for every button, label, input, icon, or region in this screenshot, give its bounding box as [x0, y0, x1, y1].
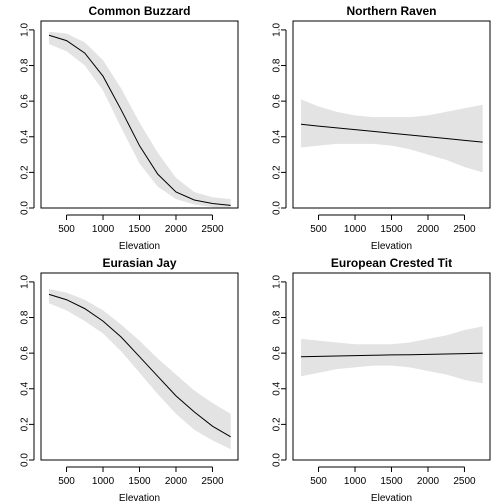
x-tick-label: 1000	[92, 476, 115, 487]
y-tick-label: 0.2	[20, 165, 31, 179]
x-tick-label: 1500	[128, 224, 151, 235]
confidence-band	[301, 99, 483, 173]
x-tick-label: 2500	[453, 224, 476, 235]
y-tick-label: 1.0	[272, 275, 283, 289]
y-tick-label: 0.4	[20, 129, 31, 143]
x-tick-label: 2000	[417, 476, 440, 487]
y-tick-label: 0.6	[20, 346, 31, 360]
y-tick-label: 0.0	[272, 453, 283, 467]
x-axis-label: Elevation	[371, 493, 412, 504]
x-tick-label: 500	[58, 224, 75, 235]
y-tick-label: 0.2	[272, 165, 283, 179]
fitted-line	[48, 34, 231, 206]
y-tick-label: 1.0	[20, 275, 31, 289]
x-tick-label: 1000	[92, 224, 115, 235]
chart-panel-0: 500 1000 1500 2000 2500 0.0 0.2 0.4 0.6 0.8 1.0 Com…	[20, 4, 239, 252]
chart-panel-2: 500 1000 1500 2000 2500 0.0 0.2 0.4 0.6 0.8 1.0 Eur…	[20, 256, 239, 504]
x-tick-label: 1500	[380, 224, 403, 235]
confidence-band	[49, 289, 231, 450]
y-tick-label: 0.4	[20, 381, 31, 395]
y-tick-label: 0.6	[272, 94, 283, 108]
y-tick-label: 0.2	[20, 417, 31, 431]
chart-title: Common Buzzard	[89, 4, 191, 18]
y-tick-label: 0.8	[272, 310, 283, 324]
chart-panel-3: 500 1000 1500 2000 2500 0.0 0.2 0.4 0.6 0.8 1.0 Eur…	[272, 256, 491, 504]
plot-frame	[40, 20, 239, 209]
confidence-band	[49, 31, 231, 208]
plot-frame	[292, 20, 491, 209]
x-tick-label: 1500	[380, 476, 403, 487]
x-tick-label: 2000	[165, 476, 188, 487]
y-tick-label: 0.0	[20, 201, 31, 215]
x-tick-label: 1500	[128, 476, 151, 487]
chart-panel-1: 500 1000 1500 2000 2500 0.0 0.2 0.4 0.6 0.8 1.0 Nor…	[272, 4, 491, 252]
y-tick-label: 0.0	[20, 453, 31, 467]
x-tick-label: 2500	[453, 476, 476, 487]
chart-title: European Crested Tit	[331, 256, 452, 270]
y-tick-label: 0.4	[272, 381, 283, 395]
chart-title: Eurasian Jay	[102, 256, 176, 270]
fitted-line	[301, 352, 483, 358]
fitted-line	[300, 123, 483, 143]
chart-title: Northern Raven	[346, 4, 436, 18]
plot-frame	[292, 272, 491, 461]
x-axis-label: Elevation	[371, 241, 412, 252]
y-tick-label: 0.4	[272, 129, 283, 143]
x-tick-label: 2500	[201, 476, 224, 487]
y-tick-label: 1.0	[272, 23, 283, 37]
plot-frame	[40, 272, 239, 461]
x-tick-label: 500	[310, 224, 327, 235]
y-tick-label: 0.2	[272, 417, 283, 431]
x-tick-label: 1000	[344, 224, 367, 235]
x-tick-label: 2500	[201, 224, 224, 235]
x-tick-label: 500	[58, 476, 75, 487]
x-tick-label: 1000	[344, 476, 367, 487]
x-tick-label: 2000	[165, 224, 188, 235]
fitted-line	[48, 293, 231, 438]
x-axis-label: Elevation	[119, 493, 160, 504]
y-tick-label: 0.8	[272, 58, 283, 72]
y-tick-label: 0.6	[20, 94, 31, 108]
y-tick-label: 0.0	[272, 201, 283, 215]
y-tick-label: 0.8	[20, 310, 31, 324]
y-tick-label: 1.0	[20, 23, 31, 37]
x-tick-label: 2000	[417, 224, 440, 235]
x-tick-label: 500	[310, 476, 327, 487]
y-tick-label: 0.8	[20, 58, 31, 72]
y-tick-label: 0.6	[272, 346, 283, 360]
x-axis-label: Elevation	[119, 241, 160, 252]
